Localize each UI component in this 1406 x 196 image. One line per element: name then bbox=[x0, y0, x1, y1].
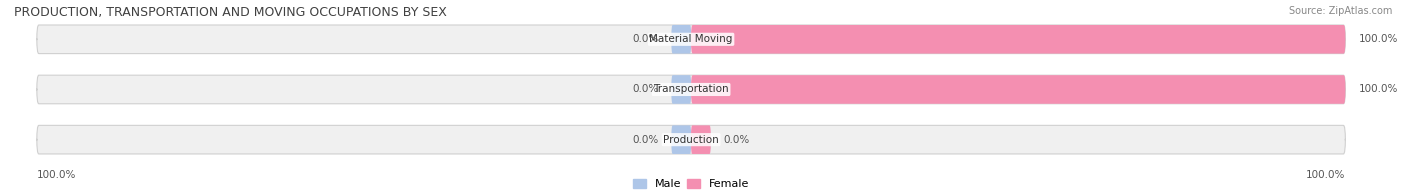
FancyBboxPatch shape bbox=[690, 75, 1346, 104]
Text: PRODUCTION, TRANSPORTATION AND MOVING OCCUPATIONS BY SEX: PRODUCTION, TRANSPORTATION AND MOVING OC… bbox=[14, 6, 447, 19]
Text: Transportation: Transportation bbox=[654, 84, 728, 94]
Text: Source: ZipAtlas.com: Source: ZipAtlas.com bbox=[1288, 6, 1392, 16]
Text: Material Moving: Material Moving bbox=[650, 34, 733, 44]
FancyBboxPatch shape bbox=[672, 25, 692, 54]
Text: 100.0%: 100.0% bbox=[1306, 170, 1346, 180]
Text: Production: Production bbox=[664, 135, 718, 145]
FancyBboxPatch shape bbox=[690, 125, 711, 154]
Text: 0.0%: 0.0% bbox=[724, 135, 749, 145]
FancyBboxPatch shape bbox=[672, 125, 692, 154]
Text: 0.0%: 0.0% bbox=[633, 135, 658, 145]
Text: 100.0%: 100.0% bbox=[1358, 84, 1398, 94]
Text: 0.0%: 0.0% bbox=[633, 34, 658, 44]
Text: 100.0%: 100.0% bbox=[37, 170, 76, 180]
FancyBboxPatch shape bbox=[37, 125, 1346, 154]
FancyBboxPatch shape bbox=[690, 25, 1346, 54]
Text: 100.0%: 100.0% bbox=[1358, 34, 1398, 44]
FancyBboxPatch shape bbox=[672, 75, 692, 104]
Legend: Male, Female: Male, Female bbox=[628, 174, 754, 194]
FancyBboxPatch shape bbox=[37, 75, 1346, 104]
FancyBboxPatch shape bbox=[37, 25, 1346, 54]
Text: 0.0%: 0.0% bbox=[633, 84, 658, 94]
